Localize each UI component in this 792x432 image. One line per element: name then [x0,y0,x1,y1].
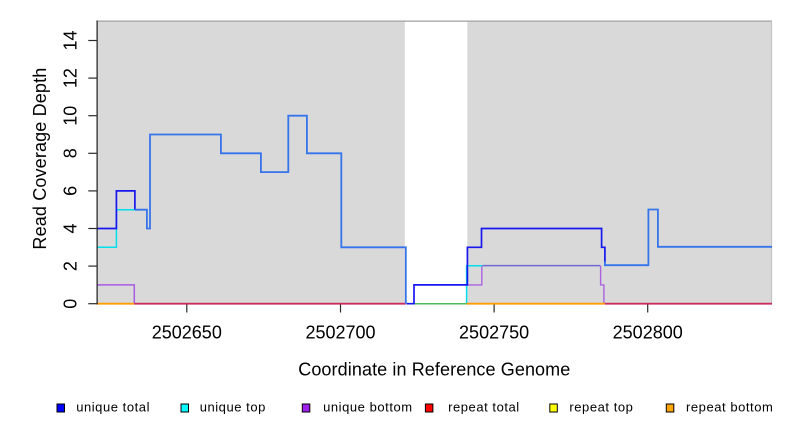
svg-text:2502800: 2502800 [613,323,683,343]
svg-text:2502650: 2502650 [152,323,222,343]
svg-text:unique bottom: unique bottom [323,400,413,415]
svg-text:Read Coverage Depth: Read Coverage Depth [30,68,50,250]
svg-text:0: 0 [61,299,81,309]
svg-text:10: 10 [61,106,81,126]
svg-text:Coordinate in Reference Genome: Coordinate in Reference Genome [298,360,570,380]
svg-text:12: 12 [61,68,81,88]
svg-text:unique top: unique top [200,400,266,415]
svg-text:2502750: 2502750 [459,323,529,343]
svg-text:4: 4 [61,223,81,233]
svg-text:2: 2 [61,261,81,271]
svg-text:8: 8 [61,148,81,158]
svg-text:repeat bottom: repeat bottom [686,400,773,415]
svg-text:6: 6 [61,186,81,196]
svg-text:repeat total: repeat total [448,400,520,415]
svg-text:unique total: unique total [76,400,150,415]
svg-text:2502700: 2502700 [305,323,375,343]
svg-text:14: 14 [61,30,81,50]
svg-text:repeat top: repeat top [569,400,633,415]
